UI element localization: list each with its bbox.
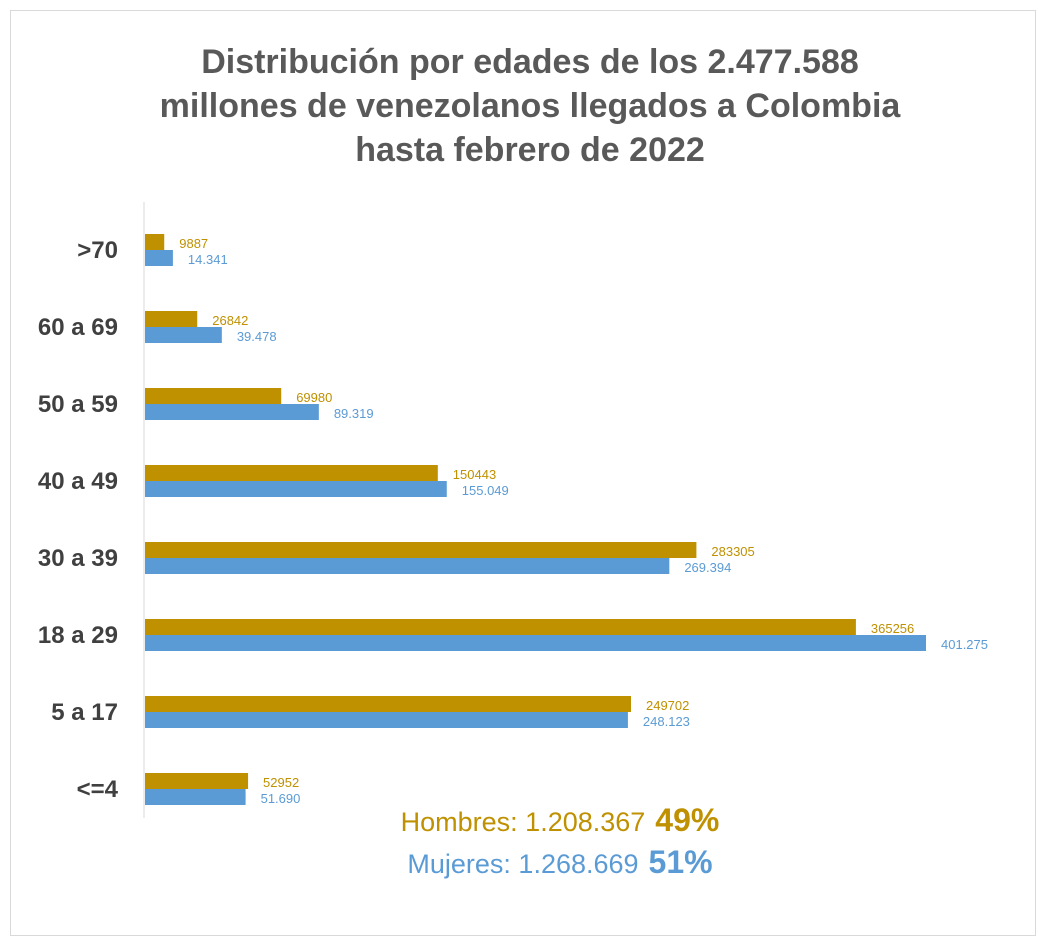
- data-label: 155.049: [462, 483, 509, 498]
- data-label: 150443: [453, 467, 496, 482]
- women-total-percent: 51%: [648, 844, 713, 880]
- category-label: 50 a 59: [38, 391, 118, 418]
- data-label: 14.341: [188, 252, 228, 267]
- category-label: >70: [77, 237, 118, 264]
- men-total: Hombres: 1.208.367 49%: [300, 800, 820, 842]
- category-label: 60 a 69: [38, 314, 118, 341]
- data-label: 89.319: [334, 406, 374, 421]
- bar: [145, 635, 926, 651]
- men-total-label: Hombres: 1.208.367: [400, 807, 646, 837]
- chart-title: Distribución por edades de los 2.477.588…: [159, 43, 901, 169]
- bar: [145, 327, 222, 343]
- category-label: <=4: [77, 776, 119, 803]
- data-label: 283305: [711, 544, 754, 559]
- data-label: 51.690: [261, 791, 301, 806]
- data-label: 39.478: [237, 329, 277, 344]
- data-label: 52952: [263, 775, 299, 790]
- bar: [145, 773, 249, 789]
- bar: [145, 250, 173, 266]
- bar: [145, 789, 246, 805]
- bar: [145, 465, 438, 481]
- women-total: Mujeres: 1.268.669 51%: [300, 842, 820, 884]
- bar: [145, 234, 165, 250]
- category-label: 5 a 17: [51, 699, 118, 726]
- data-label: 26842: [212, 313, 248, 328]
- bar: [145, 712, 628, 728]
- men-total-percent: 49%: [655, 802, 720, 838]
- bar: [145, 481, 447, 497]
- bar: [145, 619, 856, 635]
- data-label: 249702: [646, 698, 689, 713]
- bar: [145, 404, 319, 420]
- bar: [145, 388, 282, 404]
- bar: [145, 696, 631, 712]
- bar: [145, 311, 198, 327]
- category-label: 40 a 49: [38, 468, 118, 495]
- data-label: 401.275: [941, 637, 988, 652]
- totals-summary: Hombres: 1.208.367 49% Mujeres: 1.268.669…: [300, 800, 820, 884]
- category-label: 18 a 29: [38, 622, 118, 649]
- category-label: 30 a 39: [38, 545, 118, 572]
- bar: [145, 558, 670, 574]
- data-label: 365256: [871, 621, 914, 636]
- data-label: 269.394: [684, 560, 731, 575]
- data-label: 248.123: [643, 714, 690, 729]
- women-total-label: Mujeres: 1.268.669: [407, 849, 639, 879]
- data-label: 9887: [179, 236, 208, 251]
- data-label: 69980: [296, 390, 332, 405]
- bar: [145, 542, 697, 558]
